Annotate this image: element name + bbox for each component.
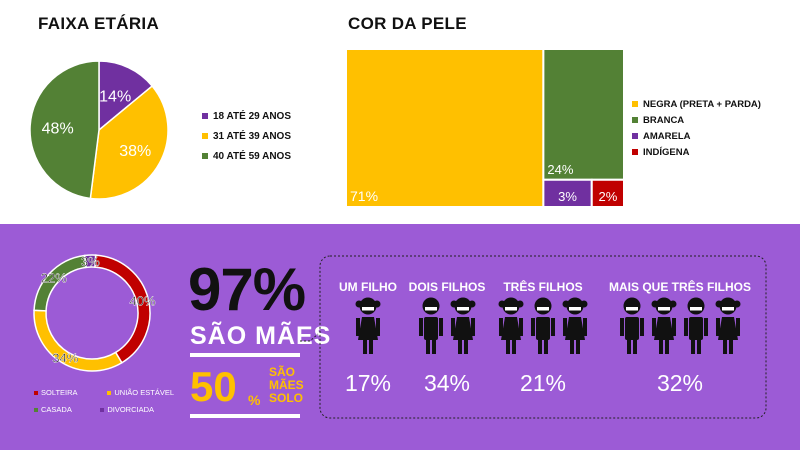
treemap-label: 71% (350, 188, 378, 204)
children-group-label: MAIS QUE TRÊS FILHOS (608, 280, 751, 294)
age-legend-item: 18 ATÉ 29 ANOS (202, 106, 291, 126)
marital-legend-label: SOLTEIRA (41, 388, 78, 397)
children-figures (355, 297, 741, 354)
race-chart-title: COR DA PELE (348, 14, 467, 33)
boy-figure-icon (684, 297, 708, 354)
age-legend-label: 40 ATÉ 59 ANOS (213, 150, 291, 162)
solo-mothers-label: SÃO MÃES SOLO (269, 366, 304, 405)
girl-figure-icon (715, 297, 741, 354)
donut-label: 40% (130, 294, 156, 309)
treemap-label: 3% (558, 189, 577, 204)
children-box-outline (300, 255, 767, 419)
boy-figure-icon (620, 297, 644, 354)
race-legend-label: NEGRA (PRETA + PARDA) (643, 98, 761, 110)
girl-figure-icon (651, 297, 677, 354)
treemap-cell (542, 178, 593, 207)
marital-legend-item: CASADA (34, 405, 72, 414)
children-group-percentage: 32% (656, 370, 704, 396)
marital-legend-item: SOLTEIRA (34, 388, 78, 397)
legend-swatch (632, 149, 638, 155)
legend-swatch (107, 390, 112, 395)
marital-donut-chart: 40% 34% 22% 3% (33, 254, 156, 372)
race-treemap-chart: 71% 24% 3% 2% (346, 49, 624, 207)
legend-swatch (202, 133, 208, 139)
solo-mothers-percent-sign: % (248, 392, 261, 408)
girl-figure-icon (498, 297, 524, 354)
mothers-percentage: 97% (188, 256, 306, 323)
age-legend-label: 31 ATÉ 39 ANOS (213, 130, 291, 142)
girl-figure-icon (450, 297, 476, 354)
age-legend-item: 31 ATÉ 39 ANOS (202, 126, 291, 146)
legend-swatch (632, 133, 638, 139)
marital-legend-item: DIVORCIADA (100, 405, 154, 414)
legend-swatch (202, 153, 208, 159)
boy-figure-icon (419, 297, 443, 354)
marital-legend-label: DIVORCIADA (107, 405, 154, 414)
age-pie-chart: 14% 38% 48% (29, 60, 169, 200)
race-legend-label: BRANCA (643, 114, 685, 126)
solo-label-line: SÃO (269, 365, 296, 379)
treemap-cell (590, 178, 624, 207)
race-legend-label: AMARELA (643, 130, 691, 142)
age-pie-label: 14% (99, 89, 131, 106)
donut-label: 34% (52, 351, 78, 366)
age-chart-title: FAIXA ETÁRIA (38, 14, 160, 33)
legend-swatch (100, 407, 105, 412)
treemap-cell (346, 49, 545, 207)
legend-swatch (632, 101, 638, 107)
age-pie-slice (29, 60, 100, 200)
age-pie-label: 48% (42, 120, 74, 137)
legend-swatch (34, 407, 38, 412)
donut-label: 3% (81, 254, 100, 269)
age-legend-item: 40 ATÉ 59 ANOS (202, 146, 291, 166)
marital-legend-label: CASADA (41, 405, 72, 414)
children-group-label: DOIS FILHOS (408, 280, 486, 294)
children-group-label: TRÊS FILHOS (503, 280, 583, 294)
girl-figure-icon (355, 297, 381, 354)
treemap-cell (542, 49, 624, 181)
legend-swatch (34, 390, 38, 395)
solo-label-line: MÃES (269, 378, 304, 392)
race-legend-item: INDÍGENA (632, 144, 761, 160)
legend-swatch (202, 113, 208, 119)
age-legend: 18 ATÉ 29 ANOS 31 ATÉ 39 ANOS 40 ATÉ 59 … (202, 106, 291, 166)
race-legend-item: NEGRA (PRETA + PARDA) (632, 96, 761, 112)
race-legend-item: AMARELA (632, 128, 761, 144)
treemap-label: 24% (547, 162, 573, 177)
boy-figure-icon (531, 297, 555, 354)
divider-line (190, 353, 300, 357)
solo-label-line: SOLO (269, 391, 304, 405)
age-legend-label: 18 ATÉ 29 ANOS (213, 110, 291, 122)
mothers-label: SÃO MÃES (190, 322, 332, 350)
children-group-label: UM FILHO (339, 280, 397, 294)
donut-label: 22% (41, 271, 67, 286)
age-pie-slice (89, 84, 169, 200)
race-legend-label: INDÍGENA (643, 146, 690, 158)
divider-line (190, 414, 300, 418)
treemap-label: 2% (598, 189, 617, 204)
age-pie-slice (98, 60, 154, 132)
race-legend-item: BRANCA (632, 112, 761, 128)
marital-legend-label: UNIÃO ESTÁVEL (114, 388, 174, 397)
girl-figure-icon (562, 297, 588, 354)
marital-legend-item: UNIÃO ESTÁVEL (107, 388, 174, 397)
marital-legend: SOLTEIRA UNIÃO ESTÁVEL CASADA DIVORCIADA (34, 388, 174, 414)
race-legend: NEGRA (PRETA + PARDA) BRANCA AMARELA IND… (632, 96, 761, 160)
donut-segment (94, 254, 151, 364)
children-group-percentage: 21% (519, 370, 567, 396)
children-group-percentage: 34% (423, 370, 471, 396)
children-group-percentage: 17% (344, 370, 392, 396)
age-pie-label: 38% (119, 143, 151, 160)
solo-mothers-percentage: 50 (190, 363, 237, 410)
donut-segment (83, 254, 97, 269)
legend-swatch (632, 117, 638, 123)
